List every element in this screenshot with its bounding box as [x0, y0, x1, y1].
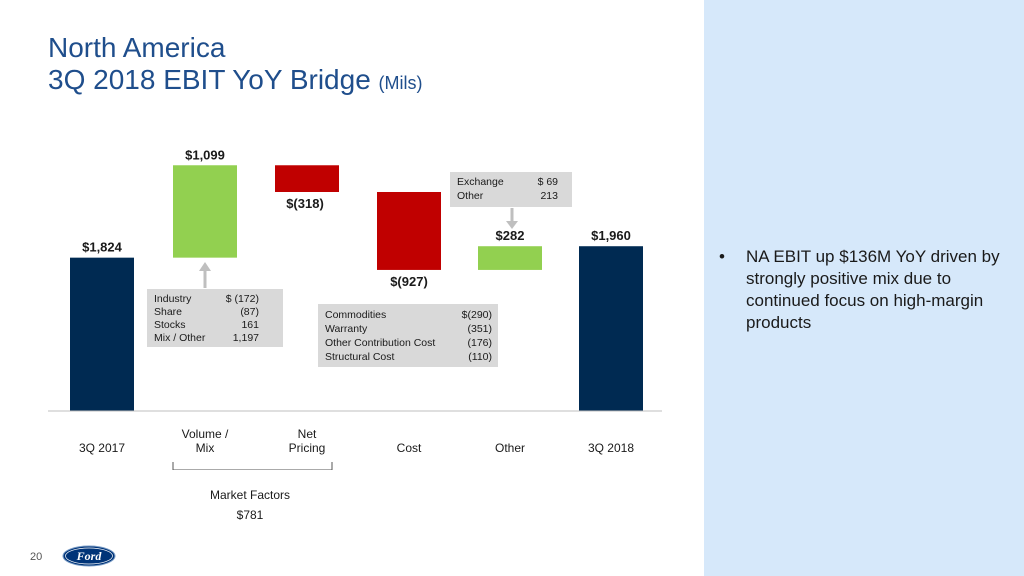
bar-3q-2017 [70, 257, 134, 411]
x-tick-label: Cost [396, 441, 422, 455]
breakdown-label: Warranty [325, 323, 368, 335]
breakdown-value: (87) [240, 306, 259, 318]
breakdown-value: (351) [467, 323, 492, 335]
bar-3q-2018 [579, 246, 643, 411]
x-tick-label: Other [494, 441, 525, 455]
breakdown-label: Structural Cost [325, 351, 395, 363]
bar-net-pricing [275, 165, 339, 192]
breakdown-value: 1,197 [232, 332, 259, 344]
value-label: $(318) [286, 196, 324, 211]
page-number: 20 [30, 551, 43, 563]
breakdown-label: Share [154, 306, 183, 318]
breakdown-value: (110) [468, 351, 492, 363]
cost-breakdown-box: Commodities $(290) Warranty (351) Other … [318, 304, 498, 367]
value-label: $1,960 [591, 228, 631, 243]
ford-logo: Ford [62, 545, 116, 567]
x-tick-label: Net Pricing [288, 427, 326, 455]
breakdown-label: Stocks [154, 319, 186, 331]
market-factors-value: $781 [236, 508, 264, 522]
market-factors-bracket [172, 462, 333, 470]
bullet-text: NA EBIT up $136M YoY driven by strongly … [746, 247, 1000, 332]
value-label: $1,824 [82, 240, 123, 255]
breakdown-label: Commodities [325, 309, 387, 321]
breakdown-value: $(290) [461, 309, 492, 321]
bar-other [478, 246, 542, 270]
title-main: 3Q 2018 EBIT YoY Bridge [48, 64, 371, 95]
value-label: $(927) [390, 274, 428, 289]
breakdown-label: Mix / Other [154, 332, 206, 344]
value-label: $1,099 [185, 147, 225, 162]
value-label: $282 [496, 228, 525, 243]
volume-mix-breakdown-box: Industry $ (172) Share (87) Stocks 161 M… [147, 289, 283, 347]
bullet-marker: • [719, 247, 725, 266]
callout-arrow-other [506, 208, 518, 229]
other-breakdown-box: Exchange $ 69 Other 213 [450, 172, 572, 207]
breakdown-value: 161 [241, 319, 259, 331]
side-panel [704, 0, 1024, 576]
callout-arrow-volume [199, 262, 211, 288]
x-tick-label: Volume / Mix [181, 427, 229, 455]
bar-volume-mix [173, 165, 237, 258]
breakdown-label: Exchange [457, 176, 504, 188]
market-factors-label: Market Factors [209, 488, 290, 502]
x-tick-label: 3Q 2018 [587, 441, 635, 455]
bar-cost [377, 191, 441, 270]
title-unit: (Mils) [378, 73, 423, 93]
ebit-bridge-chart: $1,824 $1,099 $(318) $(927) $282 $1,960 [48, 147, 662, 470]
breakdown-value: $ 69 [537, 176, 558, 188]
breakdown-value: $ (172) [225, 293, 259, 305]
breakdown-value: (176) [467, 337, 492, 349]
breakdown-label: Other Contribution Cost [325, 337, 436, 349]
breakdown-label: Other [457, 190, 484, 202]
title-line-1: North America [48, 32, 226, 63]
breakdown-label: Industry [154, 293, 192, 305]
x-tick-label: 3Q 2017 [78, 441, 126, 455]
breakdown-value: 213 [540, 190, 558, 202]
page-title: North America 3Q 2018 EBIT YoY Bridge (M… [48, 32, 423, 99]
logo-lettering: Ford [76, 549, 103, 563]
title-line-2: 3Q 2018 EBIT YoY Bridge (Mils) [48, 64, 423, 99]
